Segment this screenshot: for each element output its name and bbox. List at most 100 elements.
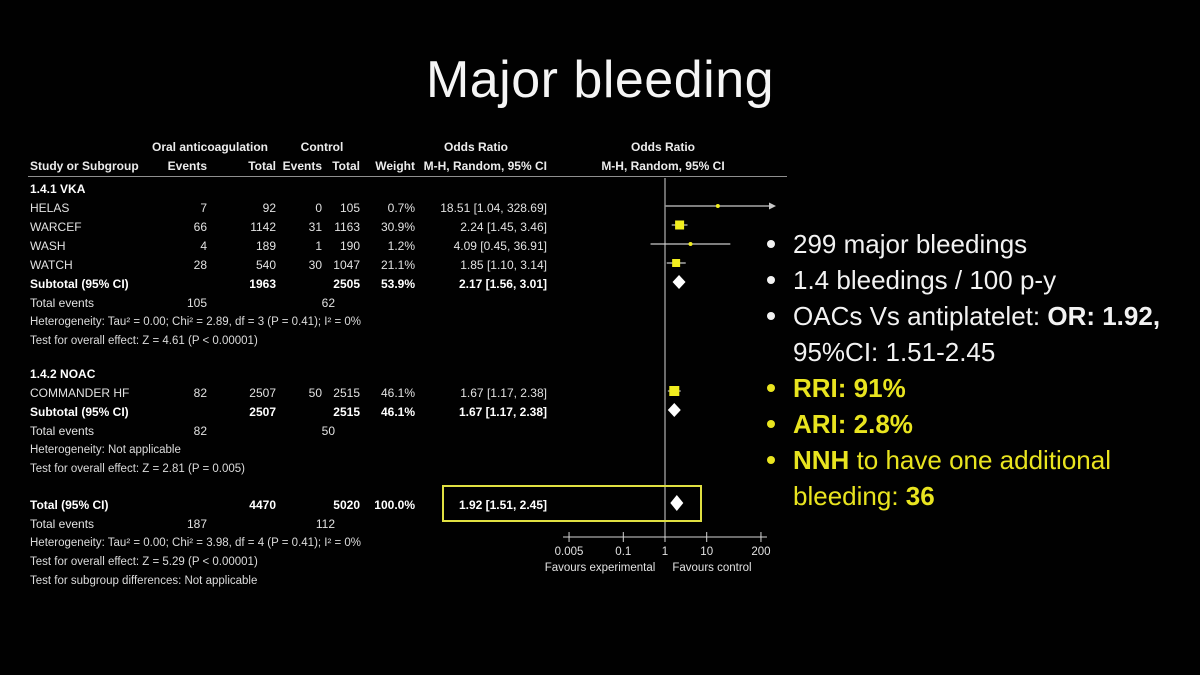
cell-total-oac: 540 <box>255 258 276 272</box>
pooled-diamond <box>667 403 681 417</box>
table-row-section: 1.4.2 NOAC <box>0 365 800 384</box>
cell-weight: 30.9% <box>380 220 415 234</box>
cell-total-control: 1047 <box>333 258 360 272</box>
study-name: WASH <box>30 239 66 253</box>
cell-events-oac: 66 <box>193 220 207 234</box>
cell-total-control: 2505 <box>333 277 360 291</box>
cell-total-oac: 2507 <box>249 405 276 419</box>
row-label: Total events <box>30 424 95 438</box>
cell-events-control: 112 <box>315 517 335 531</box>
cell-weight: 0.7% <box>387 201 415 215</box>
point-estimate-dot <box>688 242 693 246</box>
cell-weight: 53.9% <box>380 277 415 291</box>
study-name: Total (95% CI) <box>30 498 109 512</box>
bullet-dot-icon <box>767 456 775 464</box>
stats-note: Test for overall effect: Z = 4.61 (P < 0… <box>30 335 258 347</box>
subgroup-label: 1.4.1 VKA <box>30 182 86 196</box>
table-row-total: Total (95% CI) 4470 5020 100.0% 1.92 [1.51, … <box>0 496 800 515</box>
favours-right-label: Favours control <box>672 562 751 574</box>
cell-events-oac: 105 <box>186 296 207 310</box>
table-row-note: Heterogeneity: Tau² = 0.00; Chi² = 2.89,… <box>0 313 800 332</box>
bullet-dot-icon <box>767 420 775 428</box>
table-row-note: Test for overall effect: Z = 2.81 (P = 0… <box>0 460 800 479</box>
cell-total-oac: 1142 <box>250 220 276 234</box>
total-highlight-box <box>442 485 702 522</box>
study-name: HELAS <box>30 201 70 215</box>
study-name: Subtotal (95% CI) <box>30 277 129 291</box>
cell-weight: 46.1% <box>380 405 415 419</box>
table-row-events: Total events 187 112 <box>0 515 800 534</box>
bullet-dot-icon <box>767 240 775 248</box>
stats-note: Heterogeneity: Not applicable <box>30 444 181 456</box>
col-group-oac: Oral anticoagulation <box>151 140 268 154</box>
cell-or-ci: 2.17 [1.56, 3.01] <box>458 277 547 291</box>
cell-total-control: 1163 <box>334 220 360 234</box>
bullet-line: RRI: 91% <box>765 370 1195 406</box>
axis-tick-label: 0.005 <box>555 546 584 558</box>
stats-note: Heterogeneity: Tau² = 0.00; Chi² = 3.98,… <box>30 537 362 549</box>
cell-events-oac: 7 <box>200 201 207 215</box>
table-row-study: WATCH 28 540 30 1047 21.1% 1.85 [1.10, 3.14] <box>0 256 800 275</box>
cell-events-oac: 82 <box>193 386 207 400</box>
cell-weight: 100.0% <box>374 498 415 512</box>
col-method-text: M-H, Random, 95% CI <box>423 159 547 173</box>
stats-note: Heterogeneity: Tau² = 0.00; Chi² = 2.89,… <box>30 316 362 328</box>
col-method-plot: M-H, Random, 95% CI <box>601 159 725 173</box>
ci-arrow-right <box>769 202 776 210</box>
subgroup-label: 1.4.2 NOAC <box>30 367 96 381</box>
axis-tick-label: 200 <box>751 546 770 558</box>
bullet-text: 299 major bleedings <box>793 229 1028 259</box>
favours-left-label: Favours experimental <box>545 562 656 574</box>
col-group-control: Control <box>300 140 344 154</box>
bullet-text: 1.4 bleedings / 100 p-y <box>793 265 1057 295</box>
cell-total-control: 5020 <box>333 498 360 512</box>
cell-or-ci: 1.67 [1.17, 2.38] <box>458 405 547 419</box>
col-weight: Weight <box>375 159 415 173</box>
cell-total-oac: 92 <box>262 201 276 215</box>
cell-total-oac: 1963 <box>249 277 276 291</box>
stats-note: Test for overall effect: Z = 2.81 (P = 0… <box>30 463 245 475</box>
pooled-diamond <box>672 275 686 289</box>
cell-total-oac: 2507 <box>249 386 276 400</box>
stats-note: Test for subgroup differences: Not appli… <box>30 575 258 587</box>
row-label: Total events <box>30 296 95 310</box>
col-or-plot-title: Odds Ratio <box>630 140 695 154</box>
col-total-control: Total <box>332 159 360 173</box>
study-name: COMMANDER HF <box>30 386 130 400</box>
bullet-text: 95%CI: 1.51-2.45 <box>793 337 996 367</box>
study-name: WARCEF <box>30 220 82 234</box>
point-estimate-square <box>672 259 681 267</box>
point-estimate-dot <box>715 204 720 208</box>
bullet-text: OR: 1.92, <box>1047 301 1161 331</box>
bullet-text: ARI: 2.8% <box>793 409 913 439</box>
bullet-line: 299 major bleedings <box>765 226 1195 262</box>
bullet-text: OACs Vs antiplatelet: <box>793 301 1048 331</box>
cell-weight: 1.2% <box>387 239 415 253</box>
axis-tick-label: 0.1 <box>615 546 631 558</box>
cell-events-oac: 4 <box>200 239 207 253</box>
cell-or-ci: 1.67 [1.17, 2.38] <box>460 386 547 400</box>
study-name: WATCH <box>30 258 73 272</box>
bullet-line: NNH to have one additional <box>765 442 1195 478</box>
cell-or-ci: 18.51 [1.04, 328.69] <box>440 201 547 215</box>
table-row-note: Test for overall effect: Z = 4.61 (P < 0… <box>0 332 800 351</box>
cell-or-ci: 4.09 [0.45, 36.91] <box>453 239 547 253</box>
cell-total-oac: 189 <box>255 239 276 253</box>
bullet-text: RRI: 91% <box>793 373 906 403</box>
bullet-text: 36 <box>905 481 935 511</box>
stats-note: Test for overall effect: Z = 5.29 (P < 0… <box>30 556 258 568</box>
cell-events-control: 30 <box>308 258 322 272</box>
cell-events-oac: 82 <box>193 424 207 438</box>
table-row-section: 1.4.1 VKA <box>0 180 800 199</box>
plot-area: 0.005 0.1 1 10 200 Favours experimental Favour… <box>545 178 776 574</box>
table-row-study: COMMANDER HF 82 2507 50 2515 46.1% 1.67 [1.17,… <box>0 384 800 403</box>
point-estimate-square <box>675 220 685 230</box>
cell-events-oac: 187 <box>186 517 207 531</box>
col-study: Study or Subgroup <box>30 159 139 173</box>
table-row-events: Total events 105 62 <box>0 294 800 313</box>
cell-events-control: 31 <box>308 220 322 234</box>
table-row-events: Total events 82 50 <box>0 422 800 441</box>
cell-or-ci: 2.24 [1.45, 3.46] <box>460 220 547 234</box>
bullet-text: bleeding: <box>793 481 906 511</box>
